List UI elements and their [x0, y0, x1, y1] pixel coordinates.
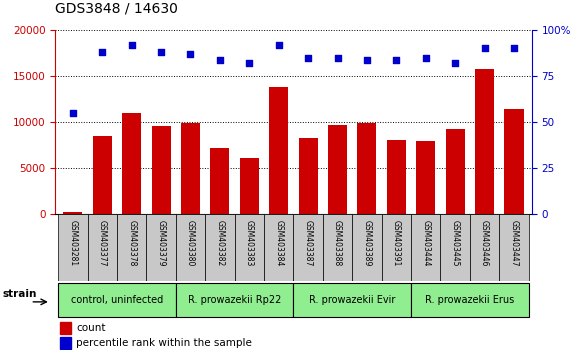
- FancyBboxPatch shape: [146, 214, 176, 281]
- Bar: [152, 126, 171, 214]
- Bar: [122, 113, 141, 214]
- FancyBboxPatch shape: [323, 214, 352, 281]
- Text: GSM403387: GSM403387: [304, 219, 313, 266]
- Text: percentile rank within the sample: percentile rank within the sample: [76, 338, 252, 348]
- Point: [274, 42, 284, 48]
- FancyBboxPatch shape: [117, 214, 146, 281]
- Text: GSM403444: GSM403444: [421, 219, 431, 266]
- Text: GSM403446: GSM403446: [480, 219, 489, 266]
- FancyBboxPatch shape: [352, 214, 382, 281]
- Text: GSM403383: GSM403383: [245, 219, 254, 266]
- Bar: [269, 87, 288, 214]
- Point: [450, 61, 460, 66]
- FancyBboxPatch shape: [293, 214, 323, 281]
- Text: GSM403388: GSM403388: [333, 219, 342, 266]
- Bar: [328, 125, 347, 214]
- Bar: [63, 212, 83, 214]
- Point: [392, 57, 401, 62]
- FancyBboxPatch shape: [58, 283, 176, 317]
- Point: [156, 49, 166, 55]
- Bar: [387, 139, 406, 214]
- Text: R. prowazekii Rp22: R. prowazekii Rp22: [188, 295, 281, 305]
- Point: [245, 61, 254, 66]
- Bar: [416, 142, 435, 214]
- Text: R. prowazekii Erus: R. prowazekii Erus: [425, 295, 515, 305]
- FancyBboxPatch shape: [88, 214, 117, 281]
- FancyBboxPatch shape: [382, 214, 411, 281]
- Point: [363, 57, 372, 62]
- FancyBboxPatch shape: [235, 214, 264, 281]
- Text: GSM403445: GSM403445: [451, 219, 460, 266]
- Text: GSM403281: GSM403281: [69, 219, 77, 266]
- Text: R. prowazekii Evir: R. prowazekii Evir: [309, 295, 396, 305]
- FancyBboxPatch shape: [176, 283, 293, 317]
- Bar: [93, 136, 112, 214]
- Bar: [60, 322, 71, 334]
- Text: control, uninfected: control, uninfected: [71, 295, 163, 305]
- Bar: [475, 69, 494, 214]
- FancyBboxPatch shape: [293, 283, 411, 317]
- FancyBboxPatch shape: [205, 214, 235, 281]
- Text: strain: strain: [3, 290, 37, 299]
- Bar: [446, 130, 465, 214]
- Bar: [60, 337, 71, 349]
- Bar: [357, 123, 376, 214]
- Bar: [210, 148, 229, 214]
- Point: [186, 51, 195, 57]
- Text: GSM403447: GSM403447: [510, 219, 518, 266]
- FancyBboxPatch shape: [440, 214, 470, 281]
- Point: [215, 57, 224, 62]
- Bar: [504, 109, 523, 214]
- Text: GSM403378: GSM403378: [127, 219, 136, 266]
- Text: GSM403389: GSM403389: [363, 219, 371, 266]
- Text: GSM403377: GSM403377: [98, 219, 107, 266]
- Bar: [240, 158, 259, 214]
- Text: GSM403379: GSM403379: [156, 219, 166, 266]
- FancyBboxPatch shape: [411, 214, 440, 281]
- Text: GSM403382: GSM403382: [216, 219, 224, 266]
- Bar: [299, 138, 318, 214]
- FancyBboxPatch shape: [411, 283, 529, 317]
- Text: GSM403384: GSM403384: [274, 219, 283, 266]
- Point: [127, 42, 137, 48]
- Point: [421, 55, 431, 61]
- Text: GDS3848 / 14630: GDS3848 / 14630: [55, 2, 178, 16]
- Point: [480, 46, 489, 51]
- Bar: [181, 123, 200, 214]
- Text: GSM403380: GSM403380: [186, 219, 195, 266]
- Point: [68, 110, 77, 116]
- FancyBboxPatch shape: [264, 214, 293, 281]
- Point: [303, 55, 313, 61]
- FancyBboxPatch shape: [470, 214, 499, 281]
- Text: count: count: [76, 323, 106, 333]
- Point: [333, 55, 342, 61]
- FancyBboxPatch shape: [176, 214, 205, 281]
- Text: GSM403391: GSM403391: [392, 219, 401, 266]
- FancyBboxPatch shape: [499, 214, 529, 281]
- FancyBboxPatch shape: [58, 214, 88, 281]
- Point: [98, 49, 107, 55]
- Point: [510, 46, 519, 51]
